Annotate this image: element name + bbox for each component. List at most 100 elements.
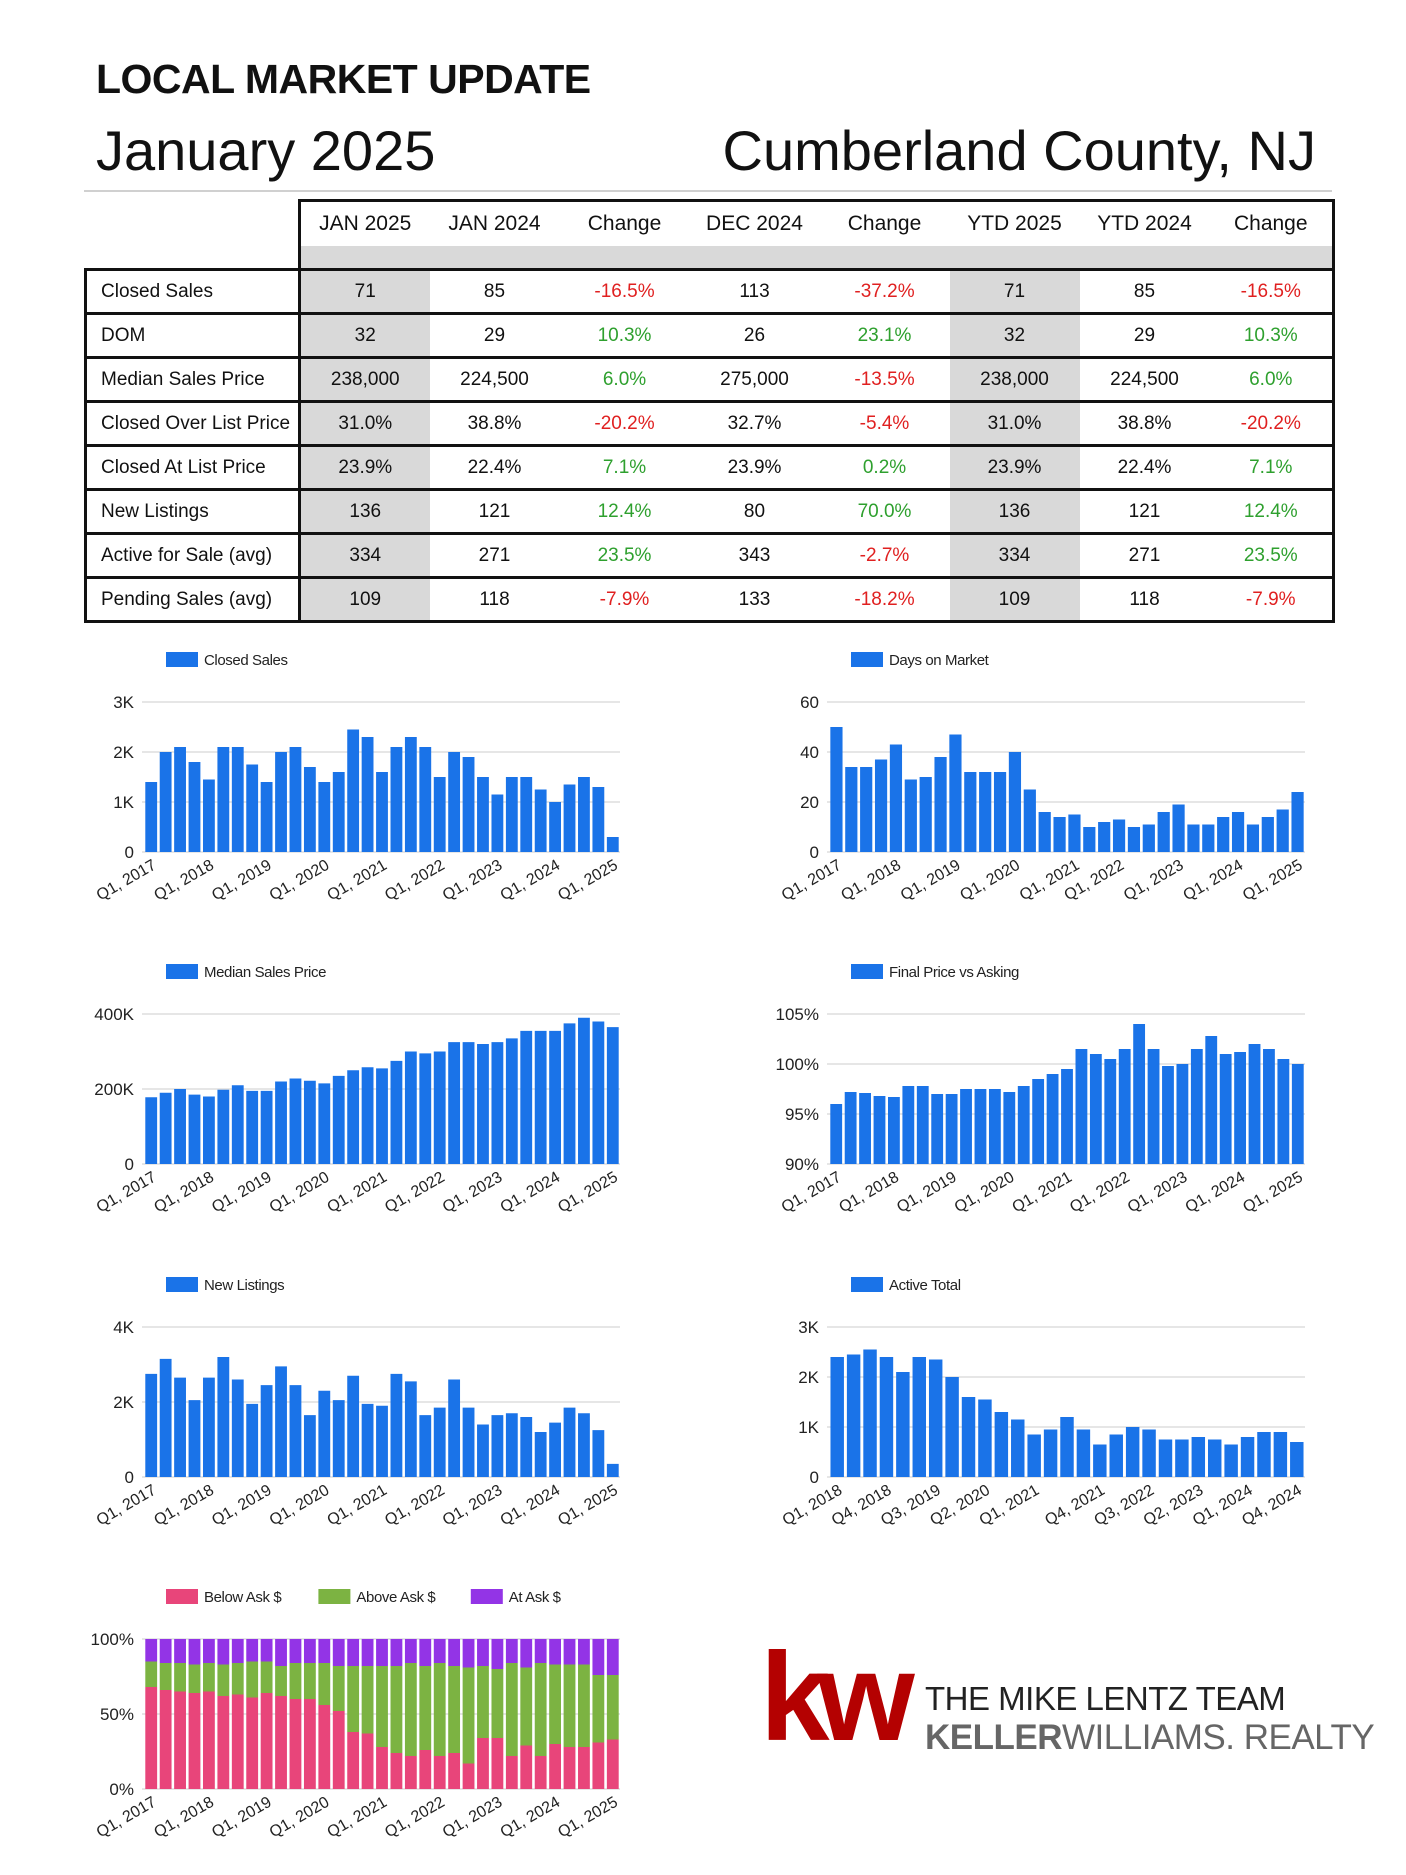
bar-segment (448, 1666, 461, 1753)
bar-segment (217, 1639, 230, 1665)
bar-segment (145, 1639, 158, 1662)
bar (433, 777, 446, 852)
legend-swatch (851, 652, 883, 667)
bar (1202, 824, 1215, 852)
y-tick-label: 0 (125, 843, 134, 862)
bar (246, 1090, 259, 1164)
bar (964, 772, 977, 852)
bar (376, 772, 388, 852)
bar (1027, 1434, 1041, 1477)
table-cell: 271 (429, 533, 560, 579)
bar-segment (188, 1693, 201, 1789)
bar (404, 1381, 417, 1477)
bar (592, 1430, 605, 1477)
kw-mark-text: kw (760, 1640, 916, 1750)
bar (505, 1413, 518, 1477)
bar (462, 757, 475, 852)
table-cell: 31.0% (949, 401, 1080, 447)
bar (1133, 1024, 1146, 1164)
legend-swatch (166, 964, 198, 979)
bar (1089, 1054, 1102, 1164)
bar (217, 1357, 230, 1477)
row-label: Active for Sale (avg) (84, 533, 301, 579)
y-tick-label: 0 (125, 1468, 134, 1487)
bar (534, 1432, 547, 1477)
bar-segment (534, 1663, 547, 1756)
bar-segment (592, 1742, 605, 1789)
bar (419, 1053, 432, 1164)
table-cell: -13.5% (819, 357, 950, 403)
table-cell: -16.5% (559, 269, 690, 315)
table-cell: 12.4% (1209, 489, 1335, 535)
bar-segment (563, 1639, 576, 1665)
bar (462, 1407, 475, 1477)
spacer-cell (1209, 246, 1335, 271)
bar (174, 1377, 186, 1477)
bar (275, 1366, 287, 1477)
bar-segment (174, 1639, 186, 1663)
column-header: DEC 2024 (689, 199, 820, 246)
y-tick-label: 400K (94, 1005, 134, 1024)
bar (1257, 1432, 1271, 1477)
active-total-chart: Active Total 0 1K 2K 3K Q1, 2018 Q4, 2018 Q3, 2… (775, 1265, 1315, 1555)
x-tick-label: Q1, 2025 (555, 857, 621, 905)
table-cell: 6.0% (559, 357, 690, 403)
stats-table: JAN 2025 JAN 2024 Change DEC 2024 Change YTD … (84, 199, 1335, 623)
bar (961, 1397, 976, 1477)
x-tick-label: Q1, 2018 (151, 1482, 217, 1530)
table-cell: 38.8% (429, 401, 560, 447)
x-tick-label: Q1, 2024 (498, 1482, 564, 1530)
bar-segment (462, 1763, 475, 1789)
row-label: Closed At List Price (84, 445, 301, 491)
bar (1109, 1434, 1123, 1477)
bar (846, 1354, 861, 1477)
bar-segment (275, 1639, 287, 1666)
median-sales-price-chart: Median Sales Price 0 200K 400K Q1, 2017 Q1, 2… (90, 952, 630, 1242)
bar (978, 1399, 992, 1477)
bar (433, 1407, 446, 1477)
bar (578, 1017, 590, 1164)
bar (1187, 824, 1200, 852)
x-tick-label: Q1, 2018 (151, 857, 217, 905)
team-name: THE MIKE LENTZ TEAM (925, 1680, 1286, 1717)
bar (1003, 1092, 1016, 1164)
table-cell: -7.9% (1209, 577, 1335, 623)
legend-swatch (166, 652, 198, 667)
x-tick-label: Q1, 2022 (1067, 1169, 1133, 1217)
report-label: LOCAL MARKET UPDATE (96, 56, 591, 102)
y-tick-label: 1K (113, 793, 134, 812)
x-tick-label: Q1, 2024 (498, 1169, 564, 1217)
bar (1224, 1444, 1238, 1477)
y-tick-label: 20 (800, 793, 819, 812)
table-cell: 7.1% (1209, 445, 1335, 491)
x-tick-label: Q1, 2021 (324, 857, 390, 905)
bar-segment (520, 1667, 533, 1746)
x-tick-label: Q1, 2024 (1183, 1169, 1249, 1217)
bar (477, 1424, 489, 1477)
realty-name: KELLERWILLIAMS. REALTY (925, 1718, 1375, 1758)
bar (1231, 812, 1245, 852)
bar (188, 762, 201, 852)
bar-segment (505, 1639, 518, 1663)
table-cell: 23.9% (299, 445, 430, 491)
legend-label: Active Total (889, 1277, 961, 1294)
column-header: JAN 2024 (429, 199, 560, 246)
bar-segment (433, 1639, 446, 1663)
bar (202, 1096, 215, 1164)
y-tick-label: 50% (100, 1705, 134, 1724)
bar (1207, 1439, 1222, 1477)
bar-segment (505, 1756, 518, 1789)
bar (347, 1375, 360, 1477)
table-cell: 271 (1079, 533, 1210, 579)
bar-segment (549, 1664, 562, 1744)
bar-segment (318, 1705, 331, 1789)
report-month: January 2025 (96, 119, 436, 182)
bar-segment (376, 1666, 388, 1747)
bar-segment (347, 1666, 360, 1732)
bar-segment (520, 1639, 533, 1668)
table-cell: 22.4% (1079, 445, 1210, 491)
bar (303, 1415, 316, 1477)
bar (1205, 1036, 1218, 1164)
legend-swatch (166, 1589, 198, 1604)
bar (448, 1379, 461, 1477)
